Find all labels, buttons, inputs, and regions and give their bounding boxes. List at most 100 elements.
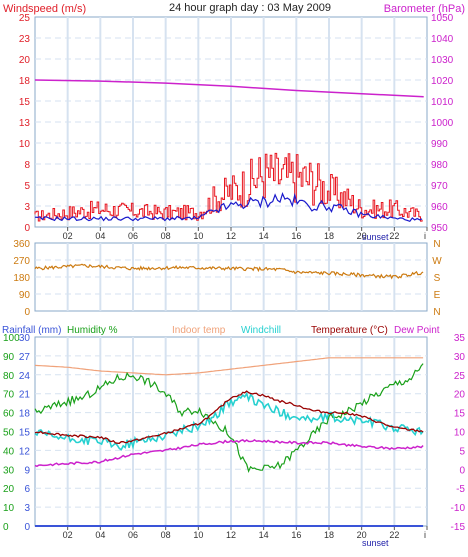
windspeed-tick: 8: [24, 160, 30, 171]
rainfall-tick: 27: [19, 352, 31, 363]
temperature-tick: 35: [454, 333, 466, 344]
temp-panel-xtick-label: i: [424, 530, 426, 540]
temperature-line: [34, 390, 424, 444]
legend-rainfall: Rainfall (mm): [2, 325, 61, 336]
barometer-tick: 970: [431, 181, 448, 192]
barometer-tick: 960: [431, 202, 448, 213]
humidity-tick: 90: [3, 352, 15, 363]
wind-panel-xtick-label: 20: [357, 231, 367, 241]
barometer-tick: 1000: [431, 118, 454, 129]
rainfall-tick: 0: [24, 522, 30, 533]
compass-label: S: [434, 273, 441, 284]
humidity-tick: 40: [3, 446, 15, 457]
humidity-tick: 80: [3, 371, 15, 382]
windspeed-tick: 10: [19, 139, 31, 150]
wind-panel-xtick-label: 14: [259, 231, 269, 241]
windchill-line: [34, 391, 424, 451]
rainfall-tick: 18: [19, 409, 31, 420]
wind-panel-xtick-label: 22: [389, 231, 399, 241]
rainfall-tick: 6: [24, 484, 30, 495]
rainfall-tick: 9: [24, 465, 30, 476]
barometer-tick: 1030: [431, 55, 454, 66]
barometer-tick: 1040: [431, 34, 454, 45]
temp-panel-xtick-label: 10: [193, 530, 203, 540]
temp-panel-xtick-label: 20: [357, 530, 367, 540]
wind-panel-xtick-label: 12: [226, 231, 236, 241]
sunset-label-top: sunset: [362, 232, 389, 242]
windspeed-tick: 3: [24, 202, 30, 213]
rainfall-tick: 30: [19, 333, 31, 344]
barometer-tick: 950: [431, 223, 448, 234]
temp-panel-xtick-label: 06: [128, 530, 138, 540]
wind-panel-xtick-label: 18: [324, 231, 334, 241]
temperature-tick: -10: [451, 503, 466, 514]
wind-panel-xtick-label: 10: [193, 231, 203, 241]
direction-tick: 360: [13, 239, 30, 250]
rainfall-tick: 21: [19, 390, 31, 401]
wind-panel-xtick-label: 08: [161, 231, 171, 241]
temp-panel-xtick-label: 04: [95, 530, 105, 540]
temp-panel-xtick-label: 18: [324, 530, 334, 540]
humidity-tick: 100: [3, 333, 20, 344]
wind-average-line: [34, 191, 423, 223]
temp-panel-xtick-label: 02: [63, 530, 73, 540]
temp-panel-xtick-label: 12: [226, 530, 236, 540]
windspeed-tick: 18: [19, 76, 31, 87]
legend-windchill: Windchill: [241, 325, 281, 336]
direction-tick: 270: [13, 256, 30, 267]
temperature-tick: 20: [454, 390, 466, 401]
temperature-tick: 5: [459, 446, 465, 457]
wind-panel-xtick-label: 16: [291, 231, 301, 241]
gust-line: [34, 152, 423, 222]
rainfall-tick: 3: [24, 503, 30, 514]
windspeed-axis-label: Windspeed (m/s): [3, 3, 86, 15]
windspeed-tick: 13: [19, 118, 31, 129]
wind-direction-line: [34, 263, 424, 280]
barometer-tick: 1010: [431, 97, 454, 108]
barometer-tick: 1020: [431, 76, 454, 87]
direction-tick: 180: [13, 273, 30, 284]
humidity-tick: 0: [3, 522, 9, 533]
temp-panel-xtick-label: 08: [161, 530, 171, 540]
temperature-tick: 10: [454, 428, 466, 439]
compass-label: W: [432, 256, 442, 267]
humidity-line: [34, 363, 424, 473]
compass-label: N: [433, 307, 440, 318]
compass-label: E: [434, 290, 441, 301]
temperature-tick: -15: [451, 522, 466, 533]
barometer-axis-label: Barometer (hPa): [384, 3, 465, 15]
wind-panel-xtick-label: 06: [128, 231, 138, 241]
legend-temperature: Temperature (°C): [311, 325, 388, 336]
temperature-tick: 30: [454, 352, 466, 363]
legend-indoor-temp: Indoor temp: [172, 325, 226, 336]
humidity-tick: 10: [3, 503, 15, 514]
barometer-tick: 1050: [431, 13, 454, 24]
rainfall-tick: 12: [19, 446, 31, 457]
temperature-tick: 25: [454, 371, 466, 382]
rainfall-tick: 24: [19, 371, 31, 382]
windspeed-tick: 25: [19, 13, 31, 24]
humidity-tick: 70: [3, 390, 15, 401]
temp-panel-xtick-label: 22: [389, 530, 399, 540]
humidity-tick: 20: [3, 484, 15, 495]
direction-tick: 0: [24, 307, 30, 318]
windspeed-tick: 5: [24, 181, 30, 192]
temp-panel-xtick-label: 16: [291, 530, 301, 540]
legend-humidity: Humidity %: [67, 325, 118, 336]
direction-tick: 90: [19, 290, 31, 301]
barometer-tick: 990: [431, 139, 448, 150]
wind-panel-xtick-label: 04: [95, 231, 105, 241]
compass-label: N: [433, 239, 440, 250]
wind-panel-xtick-label: i: [424, 231, 426, 241]
barometer-line: [34, 79, 424, 98]
legend-dewpoint: Dew Point: [394, 325, 440, 336]
humidity-tick: 60: [3, 409, 15, 420]
windspeed-tick: 20: [19, 55, 31, 66]
indoor-line: [34, 357, 424, 376]
rainfall-tick: 15: [19, 428, 31, 439]
chart-title: 24 hour graph day : 03 May 2009: [169, 2, 331, 14]
wind-panel-xtick-label: 02: [63, 231, 73, 241]
windspeed-tick: 15: [19, 97, 31, 108]
